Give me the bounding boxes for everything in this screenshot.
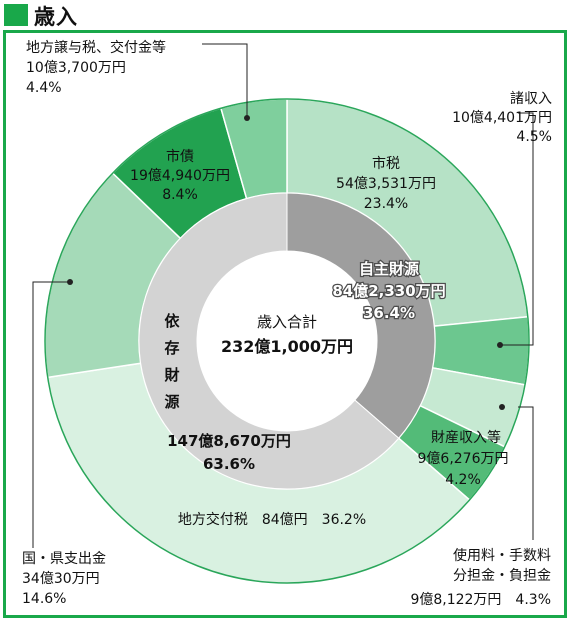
- label-shoshunyu-name: 諸収入: [510, 91, 552, 107]
- outer-rim: [44, 98, 530, 584]
- center-title: 歳入合計: [257, 313, 317, 331]
- leader-joyozei: [202, 43, 248, 117]
- label-zaisan-pct: 4.2%: [445, 472, 481, 488]
- label-izon-c3: 財: [163, 366, 179, 384]
- label-izon-c1: 依: [164, 312, 180, 330]
- label-joyozei-pct: 4.4%: [26, 80, 62, 96]
- label-izon-c4: 源: [164, 393, 179, 411]
- label-jishu-name: 自主財源: [359, 260, 419, 278]
- leader-dots: [67, 115, 505, 410]
- label-kofuzei: 地方交付税 84億円 36.2%: [178, 511, 366, 528]
- label-kokken-pct: 14.6%: [22, 591, 66, 607]
- label-izon-pct: 63.6%: [203, 455, 255, 473]
- label-shoshunyu-pct: 4.5%: [516, 129, 552, 145]
- label-shizei-amount: 54億3,531万円: [336, 176, 436, 192]
- leader-shoshunyu: [500, 112, 534, 346]
- label-shizei-name: 市税: [372, 155, 400, 172]
- leader-shiyoryo: [518, 406, 534, 540]
- section-marker: [4, 4, 28, 26]
- dot-shiyoryo: [499, 404, 505, 410]
- label-shisai-pct: 8.4%: [162, 187, 198, 203]
- label-shiyoryo-amount-pct: 9億8,122万円 4.3%: [410, 592, 551, 608]
- label-shisai-amount: 19億4,940万円: [130, 168, 230, 184]
- label-shiyoryo-name2: 分担金・負担金: [453, 568, 551, 584]
- label-shizei-pct: 23.4%: [364, 196, 408, 212]
- dot-kokken: [67, 279, 73, 285]
- label-joyozei-name: 地方譲与税、交付金等: [26, 39, 166, 56]
- chart-frame: [3, 30, 567, 618]
- label-zaisan-name: 財産収入等: [431, 429, 501, 446]
- center-hole: [197, 251, 377, 431]
- label-izon-amount: 147億8,670万円: [167, 432, 291, 450]
- outer-ring: [44, 98, 530, 584]
- label-kokken-amount: 34億30万円: [22, 571, 100, 587]
- label-jishu-pct: 36.4%: [363, 304, 415, 322]
- label-izon-c2: 存: [164, 339, 179, 357]
- dot-shoshunyu: [497, 342, 503, 348]
- label-shiyoryo-name1: 使用料・手数料: [453, 547, 551, 564]
- label-joyozei-amount: 10億3,700万円: [26, 60, 126, 76]
- label-shisai-name: 市債: [166, 148, 194, 165]
- section-title: 歳入: [34, 5, 78, 29]
- center-total: 232億1,000万円: [221, 337, 353, 356]
- leader-lines: [32, 43, 534, 548]
- label-shoshunyu-amount: 10億4,401万円: [452, 110, 552, 126]
- leader-kokken: [32, 281, 70, 548]
- label-kokken-name: 国・県支出金: [22, 551, 106, 567]
- label-zaisan-amount: 9億6,276万円: [418, 451, 509, 467]
- label-jishu-amount: 84億2,330万円: [332, 282, 445, 300]
- dot-joyozei: [244, 115, 250, 121]
